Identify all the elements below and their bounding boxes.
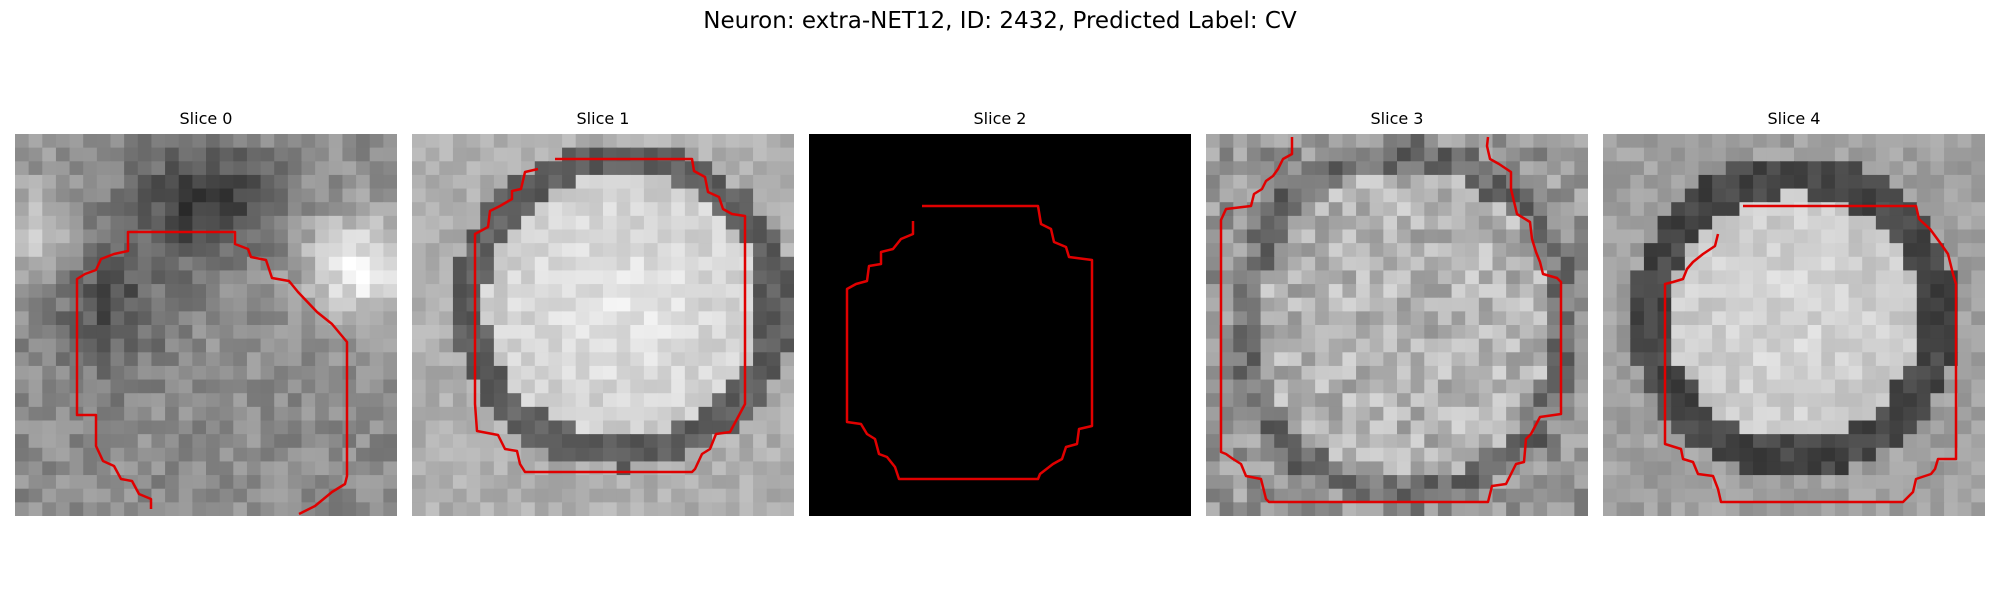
grayscale-pixels [1603,134,1985,516]
panel-title: Slice 1 [576,109,630,128]
slice-image [1603,134,1985,516]
panel-title: Slice 3 [1370,109,1424,128]
figure-title: Neuron: extra-NET12, ID: 2432, Predicted… [703,8,1297,34]
slice-image [412,134,794,516]
slice-image [809,134,1191,516]
black-background [809,134,1191,516]
panel-title: Slice 2 [973,109,1027,128]
contour-outline [1219,136,1563,504]
contour-outline [845,204,1094,481]
contour-outline [1663,204,1958,504]
slice-image [1206,134,1588,516]
panel-title: Slice 0 [179,109,233,128]
panel-title: Slice 4 [1767,109,1821,128]
contour-outline [473,157,747,474]
grayscale-pixels [15,134,397,516]
grayscale-pixels [1206,134,1588,516]
contour-outline [75,230,349,516]
slice-image [15,134,397,516]
grayscale-pixels [412,134,794,516]
